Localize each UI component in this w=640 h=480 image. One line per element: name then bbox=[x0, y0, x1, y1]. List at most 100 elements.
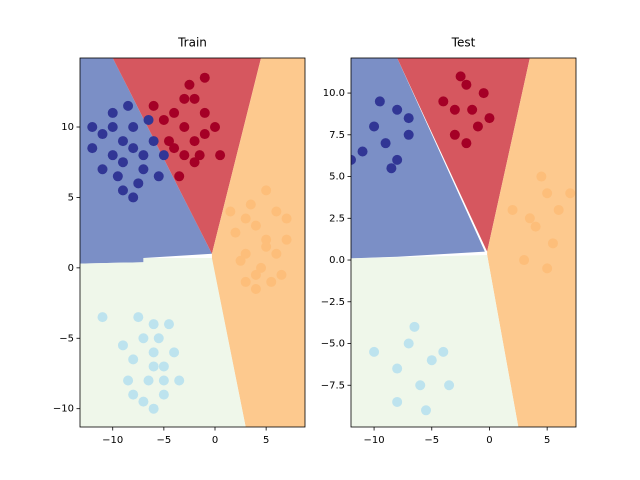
point bbox=[107, 150, 118, 161]
y-tick-label: 7.5 bbox=[329, 130, 345, 141]
y-tick-label: 10 bbox=[61, 122, 74, 133]
point bbox=[403, 338, 414, 349]
point bbox=[158, 114, 169, 125]
point bbox=[472, 121, 483, 132]
x-tick-label: −5 bbox=[156, 435, 171, 446]
point bbox=[107, 107, 118, 118]
point bbox=[455, 71, 466, 82]
point bbox=[184, 79, 195, 90]
point bbox=[426, 355, 437, 366]
point bbox=[148, 100, 159, 111]
point bbox=[128, 192, 139, 203]
point bbox=[97, 164, 108, 175]
point bbox=[128, 122, 139, 133]
y-tick-label: 0 bbox=[68, 263, 74, 274]
point bbox=[174, 375, 185, 386]
point bbox=[240, 276, 251, 287]
point bbox=[461, 79, 472, 90]
point bbox=[179, 122, 190, 133]
y-tick-label: −5 bbox=[59, 333, 74, 344]
point bbox=[478, 88, 489, 99]
point bbox=[261, 185, 272, 196]
point bbox=[553, 204, 564, 215]
point bbox=[215, 150, 226, 161]
x-tick-label: −10 bbox=[364, 435, 385, 446]
point bbox=[235, 255, 246, 266]
point bbox=[403, 129, 414, 140]
point bbox=[169, 143, 180, 154]
point bbox=[123, 375, 134, 386]
plot-area bbox=[351, 58, 576, 427]
point bbox=[128, 354, 139, 365]
point bbox=[409, 321, 420, 332]
point bbox=[542, 188, 553, 199]
point bbox=[524, 213, 535, 224]
point bbox=[117, 136, 128, 147]
point bbox=[138, 333, 149, 344]
point bbox=[240, 213, 251, 224]
point bbox=[158, 361, 169, 372]
axes-title: Train bbox=[177, 36, 207, 50]
point bbox=[271, 248, 282, 259]
point bbox=[530, 221, 541, 232]
point bbox=[461, 138, 472, 149]
x-tick-label: 5 bbox=[544, 435, 550, 446]
point bbox=[107, 122, 118, 133]
point bbox=[179, 93, 190, 104]
point bbox=[158, 150, 169, 161]
point bbox=[547, 238, 558, 249]
point bbox=[403, 113, 414, 124]
point bbox=[169, 107, 180, 118]
x-tick-label: 5 bbox=[263, 435, 269, 446]
y-tick-label: −2.5 bbox=[321, 297, 345, 308]
y-tick-label: 10.0 bbox=[323, 88, 345, 99]
y-tick-label: −10 bbox=[53, 404, 74, 415]
point bbox=[148, 403, 159, 414]
point bbox=[351, 154, 356, 165]
decision-region bbox=[397, 58, 530, 252]
point bbox=[194, 150, 205, 161]
point bbox=[438, 96, 449, 107]
point bbox=[449, 104, 460, 115]
point bbox=[392, 104, 403, 115]
decision-region bbox=[211, 58, 305, 427]
point bbox=[250, 283, 261, 294]
point bbox=[148, 136, 159, 147]
point bbox=[189, 157, 200, 168]
point bbox=[421, 405, 431, 416]
point bbox=[179, 150, 190, 161]
point bbox=[240, 248, 251, 259]
point bbox=[266, 276, 277, 287]
decision-region bbox=[80, 257, 246, 427]
point bbox=[143, 114, 154, 125]
point bbox=[138, 164, 149, 175]
point bbox=[230, 227, 241, 238]
point bbox=[199, 72, 210, 83]
y-tick-label: 0.0 bbox=[329, 255, 345, 266]
x-tick-label: −10 bbox=[102, 435, 123, 446]
point bbox=[174, 171, 185, 182]
point bbox=[392, 396, 403, 407]
point bbox=[138, 396, 149, 407]
point bbox=[169, 347, 180, 358]
point bbox=[542, 263, 553, 274]
point bbox=[199, 107, 210, 118]
point bbox=[507, 204, 518, 215]
point bbox=[467, 104, 478, 115]
point bbox=[386, 163, 397, 174]
x-tick-label: 0 bbox=[212, 435, 218, 446]
axes: −10 −5 0 5 −10 −5 0 5 10 Train bbox=[53, 36, 306, 446]
point bbox=[189, 93, 200, 104]
point bbox=[281, 234, 292, 245]
point bbox=[245, 199, 256, 210]
point bbox=[276, 269, 287, 280]
point bbox=[449, 129, 460, 140]
axes-title: Test bbox=[451, 36, 476, 50]
point bbox=[189, 136, 200, 147]
y-tick-label: −7.5 bbox=[321, 380, 345, 391]
axes: −10 −5 0 5 −7.5 −5.0 −2.5 0.0 2.5 5.0 7.5 10.0 Test bbox=[321, 36, 577, 446]
point bbox=[158, 375, 169, 386]
point bbox=[392, 363, 403, 374]
point bbox=[128, 389, 139, 400]
